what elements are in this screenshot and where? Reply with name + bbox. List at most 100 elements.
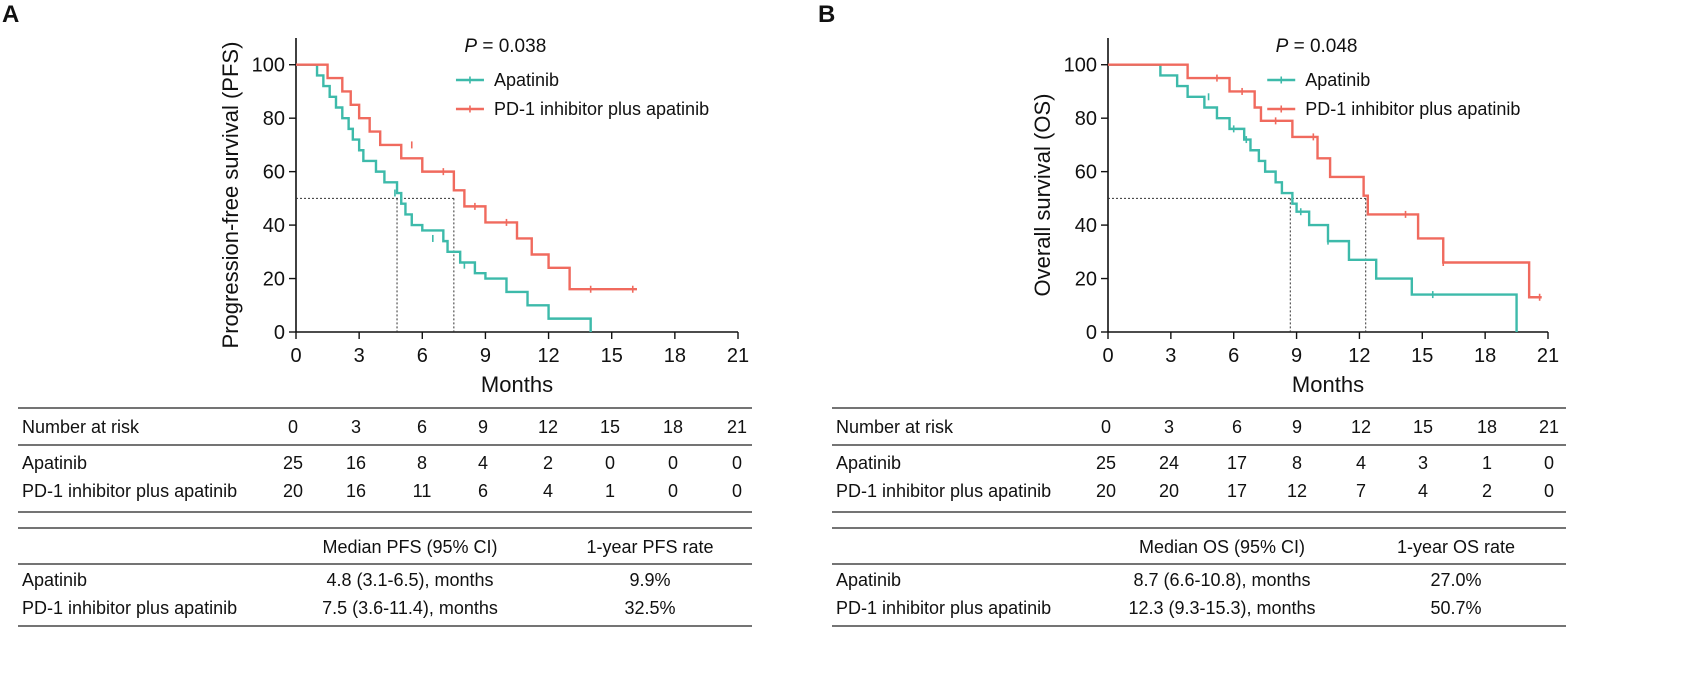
y-tick-label: 80 — [263, 108, 285, 130]
risk-cell: 2 — [543, 453, 553, 473]
risk-cell: 0 — [732, 453, 742, 473]
risk-cell: 24 — [1159, 453, 1179, 473]
risk-cell: 7 — [1356, 481, 1366, 501]
risk-cell: 6 — [478, 481, 488, 501]
table-row: PD-1 inhibitor plus apatinib 12.3 (9.3-1… — [836, 598, 1482, 618]
x-tick-label: 18 — [1474, 345, 1496, 367]
risk-table-pfs: Number at risk 0 3 6 9 12 15 18 21 Apati… — [18, 407, 752, 513]
risk-header-cell: 3 — [1164, 417, 1174, 437]
risk-header-cell: 6 — [1232, 417, 1242, 437]
risk-header-label: Number at risk — [836, 417, 954, 437]
x-tick-label: 12 — [537, 345, 559, 367]
row-label: PD-1 inhibitor plus apatinib — [836, 598, 1051, 618]
risk-cell: 20 — [1096, 481, 1116, 501]
risk-cell: 4 — [1418, 481, 1428, 501]
median-table-pfs: Median PFS (95% CI) 1-year PFS rate Apat… — [18, 527, 752, 627]
x-tick-label: 9 — [1291, 345, 1302, 367]
risk-cell: 25 — [1096, 453, 1116, 473]
y-tick-label: 0 — [274, 322, 285, 344]
row-label: Apatinib — [836, 453, 901, 473]
x-axis-title: Months — [1292, 372, 1364, 397]
survival-curve-series-1 — [296, 63, 592, 332]
risk-header-cell: 21 — [727, 417, 747, 437]
y-tick-label: 100 — [1064, 55, 1097, 77]
risk-cell: 3 — [1418, 453, 1428, 473]
panel-a: A 0 3 6 9 12 15 18 21020406080100MonthsProgress… — [2, 1, 752, 627]
risk-cell: 0 — [668, 481, 678, 501]
risk-header-cell: 9 — [1292, 417, 1302, 437]
risk-header-label: Number at risk — [22, 417, 140, 437]
risk-cell: 20 — [1159, 481, 1179, 501]
survival-curve-series-2 — [296, 63, 637, 291]
y-tick-label: 80 — [1075, 108, 1097, 130]
risk-table-os: Number at risk 0 3 6 9 12 15 18 21 Apati… — [832, 407, 1566, 513]
risk-cell: 16 — [346, 481, 366, 501]
x-tick-label: 3 — [354, 345, 365, 367]
risk-cell: 0 — [605, 453, 615, 473]
median-cell: 8.7 (6.6-10.8), months — [1133, 570, 1310, 590]
table-row: PD-1 inhibitor plus apatinib 20 20 17 12… — [836, 481, 1554, 501]
median-header: Median OS (95% CI) — [1139, 537, 1305, 557]
p-value-text: P = 0.048 — [1276, 36, 1358, 57]
risk-header-cell: 18 — [1477, 417, 1497, 437]
y-tick-label: 20 — [1075, 269, 1097, 291]
risk-cell: 8 — [417, 453, 427, 473]
legend-entry: PD-1 inhibitor plus apatinib — [1305, 99, 1520, 119]
row-label: PD-1 inhibitor plus apatinib — [836, 481, 1051, 501]
y-tick-label: 100 — [252, 55, 285, 77]
rate-cell: 9.9% — [629, 570, 670, 590]
risk-header-cell: 0 — [1101, 417, 1111, 437]
y-axis-title: Overall survival (OS) — [1030, 94, 1055, 297]
risk-cell: 4 — [543, 481, 553, 501]
table-row: PD-1 inhibitor plus apatinib 7.5 (3.6-11… — [22, 598, 676, 618]
risk-cell: 1 — [1482, 453, 1492, 473]
risk-header-cell: 0 — [288, 417, 298, 437]
risk-header-cell: 9 — [478, 417, 488, 437]
risk-header-cell: 3 — [351, 417, 361, 437]
rate-cell: 27.0% — [1430, 570, 1481, 590]
x-tick-label: 21 — [727, 345, 749, 367]
risk-header-cell: 15 — [600, 417, 620, 437]
risk-cell: 11 — [413, 481, 432, 501]
rate-cell: 32.5% — [624, 598, 675, 618]
median-table-os: Median OS (95% CI) 1-year OS rate Apatin… — [832, 527, 1566, 627]
y-tick-label: 40 — [263, 215, 285, 237]
risk-header-cols: 0 3 6 9 12 15 18 21 — [1101, 417, 1559, 437]
legend-entry: PD-1 inhibitor plus apatinib — [494, 99, 709, 119]
survival-curve-series-1 — [1108, 63, 1518, 332]
y-tick-label: 40 — [1075, 215, 1097, 237]
median-header: Median PFS (95% CI) — [322, 537, 497, 557]
risk-cell: 16 — [346, 453, 366, 473]
risk-cell: 0 — [732, 481, 742, 501]
median-cell: 4.8 (3.1-6.5), months — [326, 570, 493, 590]
p-value-text: P = 0.038 — [464, 36, 546, 57]
survival-curve-series-2 — [1108, 63, 1542, 299]
y-tick-label: 60 — [1075, 162, 1097, 184]
risk-cell: 4 — [478, 453, 488, 473]
p-value-symbol: P — [464, 36, 477, 57]
x-tick-label: 3 — [1165, 345, 1176, 367]
risk-header-cell: 6 — [417, 417, 427, 437]
risk-header-cell: 12 — [1351, 417, 1371, 437]
rate-header: 1-year OS rate — [1397, 537, 1515, 557]
rate-cell: 50.7% — [1430, 598, 1481, 618]
panel-a-label: A — [2, 1, 19, 28]
x-tick-label: 6 — [1228, 345, 1239, 367]
risk-cell: 0 — [1544, 481, 1554, 501]
y-tick-label: 0 — [1086, 322, 1097, 344]
risk-cell: 20 — [283, 481, 303, 501]
legend-entry: Apatinib — [494, 70, 559, 90]
x-tick-label: 6 — [417, 345, 428, 367]
panel-b: B 0 3 6 9 12 15 18 21020406080100MonthsOverall … — [818, 1, 1566, 627]
x-axis-title: Months — [481, 372, 553, 397]
x-tick-label: 0 — [1102, 345, 1113, 367]
risk-cell: 17 — [1227, 453, 1247, 473]
table-row: Apatinib 8.7 (6.6-10.8), months 27.0% — [836, 570, 1482, 590]
risk-header-cell: 12 — [538, 417, 558, 437]
row-label: PD-1 inhibitor plus apatinib — [22, 598, 237, 618]
risk-header-cols: 0 3 6 9 12 15 18 21 — [288, 417, 747, 437]
x-tick-label: 12 — [1348, 345, 1370, 367]
x-tick-label: 0 — [290, 345, 301, 367]
row-label: PD-1 inhibitor plus apatinib — [22, 481, 237, 501]
km-plot-os: 0 3 6 9 12 15 18 21 0 20 40 60 80 100 Months Overall su… — [1030, 36, 1559, 397]
